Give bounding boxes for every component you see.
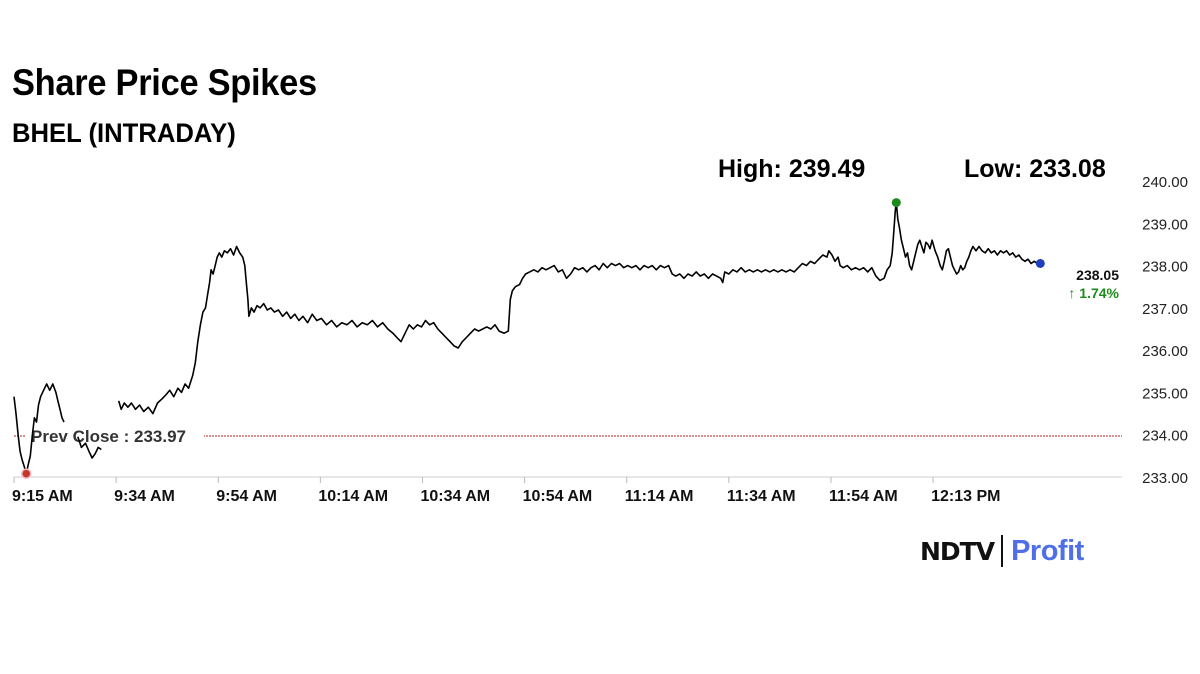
prev-close-label-bg (26, 425, 204, 447)
last-price-label: 238.05 (1076, 267, 1119, 283)
logo-ndtv-text: NDTV (920, 536, 995, 566)
x-tick-label: 9:54 AM (216, 488, 277, 505)
y-tick-label: 239.00 (1142, 216, 1188, 233)
last-price-marker (1035, 258, 1045, 268)
y-tick-label: 240.00 (1142, 174, 1188, 191)
ndtv-profit-logo: NDTV Profit (920, 534, 1084, 568)
low-price-label: Low: 233.08 (964, 155, 1106, 183)
marker-group (21, 198, 1045, 479)
y-tick-label: 237.00 (1142, 301, 1188, 318)
x-tick-label: 12:13 PM (931, 488, 1000, 505)
logo-profit-text: Profit (1011, 534, 1084, 567)
x-tick-label: 9:34 AM (114, 488, 175, 505)
x-tick-label: 9:15 AM (12, 488, 73, 505)
x-tick-label: 11:54 AM (829, 488, 898, 505)
chart-subtitle: BHEL (INTRADAY) (12, 118, 236, 148)
price-line (13, 383, 65, 475)
y-tick-label: 236.00 (1142, 343, 1188, 360)
high-price-label: High: 239.49 (718, 155, 866, 183)
x-tick-label: 10:54 AM (523, 488, 593, 505)
y-tick-label: 234.00 (1142, 428, 1188, 445)
x-tick-label: 10:34 AM (420, 488, 490, 505)
x-tick-label: 11:34 AM (727, 488, 796, 505)
x-tick-label: 11:14 AM (625, 488, 694, 505)
y-axis: 240.00 239.00 238.00 237.00 236.00 235.00 234.… (1142, 174, 1188, 487)
price-line (77, 436, 102, 459)
y-tick-label: 233.00 (1142, 470, 1188, 487)
prev-close-label: Prev Close : 233.97 (31, 427, 186, 446)
change-percent-label: ↑ 1.74% (1068, 285, 1119, 301)
price-line (117, 201, 1041, 415)
high-marker (891, 198, 901, 208)
y-tick-label: 238.00 (1142, 259, 1188, 276)
x-axis: 9:15 AM 9:34 AM 9:54 AM 10:14 AM 10:34 AM 10:… (12, 477, 1000, 505)
logo-divider (1001, 535, 1004, 567)
x-tick-label: 10:14 AM (318, 488, 388, 505)
y-tick-label: 235.00 (1142, 385, 1188, 402)
price-line-group (13, 201, 1041, 475)
low-marker (21, 468, 32, 479)
chart-title: Share Price Spikes (12, 62, 317, 103)
